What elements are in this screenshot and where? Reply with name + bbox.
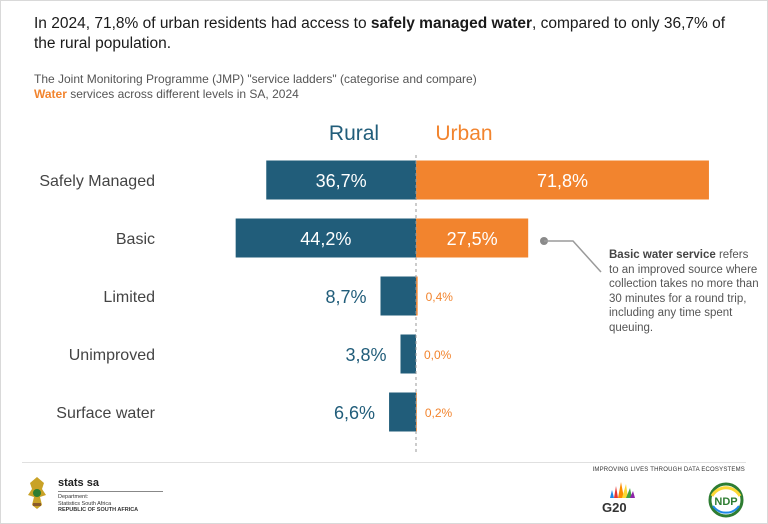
data-label-urban-basic: 27,5% [447,229,498,249]
basic-service-annotation: Basic water service refers to an improve… [609,249,759,334]
chart-subtitle: The Joint Monitoring Programme (JMP) "se… [34,72,477,101]
tagline: IMPROVING LIVES THROUGH DATA ECOSYSTEMS [592,467,745,473]
water-services-chart: Rural Urban Safely Managed 36,7% 71,8% Basic 4… [39,122,709,455]
footer-divider [22,462,746,463]
data-label-rural-limited: 8,7% [325,287,366,307]
category-label-unimproved: Unimproved [69,347,155,364]
bar-rural-limited [380,276,416,316]
annotation-term: Basic water service [609,249,716,261]
headline: In 2024, 71,8% of urban residents had ac… [34,15,726,52]
bar-rural-surface-water [389,392,416,432]
bar-rural-basic [235,218,416,258]
data-label-urban-limited: 0,4% [426,290,454,304]
category-label-basic: Basic [116,231,155,248]
data-label-rural-basic: 44,2% [300,229,351,249]
category-label-limited: Limited [103,289,155,306]
coat-of-arms-icon [28,477,46,509]
g20-emblem-icon [610,482,635,498]
legend-rural: Rural [329,122,379,145]
bar-rural-safely-managed [266,160,416,200]
stats-sa-wordmark: stats sa [58,477,99,489]
data-label-urban-safely-managed: 71,8% [537,171,588,191]
category-label-safely-managed: Safely Managed [39,173,155,190]
bar-urban-safely-managed [416,160,709,200]
annotation-connector [544,240,602,273]
subtitle-accent-water: Water [34,87,67,101]
bar-urban-surface-water [416,392,417,432]
ndp-logo: NDP [707,482,745,518]
bar-rural-unimproved [400,334,416,374]
data-label-urban-surface-water: 0,2% [425,406,453,420]
data-label-rural-unimproved: 3,8% [345,345,386,365]
g20-wordmark: G20 [602,500,627,515]
logo-divider [58,491,163,492]
g20-logo: G20 [600,478,644,518]
headline-emphasis: safely managed water [370,15,533,32]
data-label-rural-safely-managed: 36,7% [316,171,367,191]
data-label-urban-unimproved: 0,0% [424,348,452,362]
ndp-emblem-icon: NDP [708,482,744,518]
legend-urban: Urban [435,122,492,145]
category-label-surface-water: Surface water [56,405,155,422]
ndp-wordmark: NDP [714,496,737,508]
bar-urban-limited [416,276,418,316]
bar-urban-basic [416,218,529,258]
data-label-rural-surface-water: 6,6% [334,403,375,423]
stats-sa-logo: stats sa Department: Statistics South Af… [24,475,164,515]
department-text: Department: Statistics South Africa REPU… [58,494,139,513]
